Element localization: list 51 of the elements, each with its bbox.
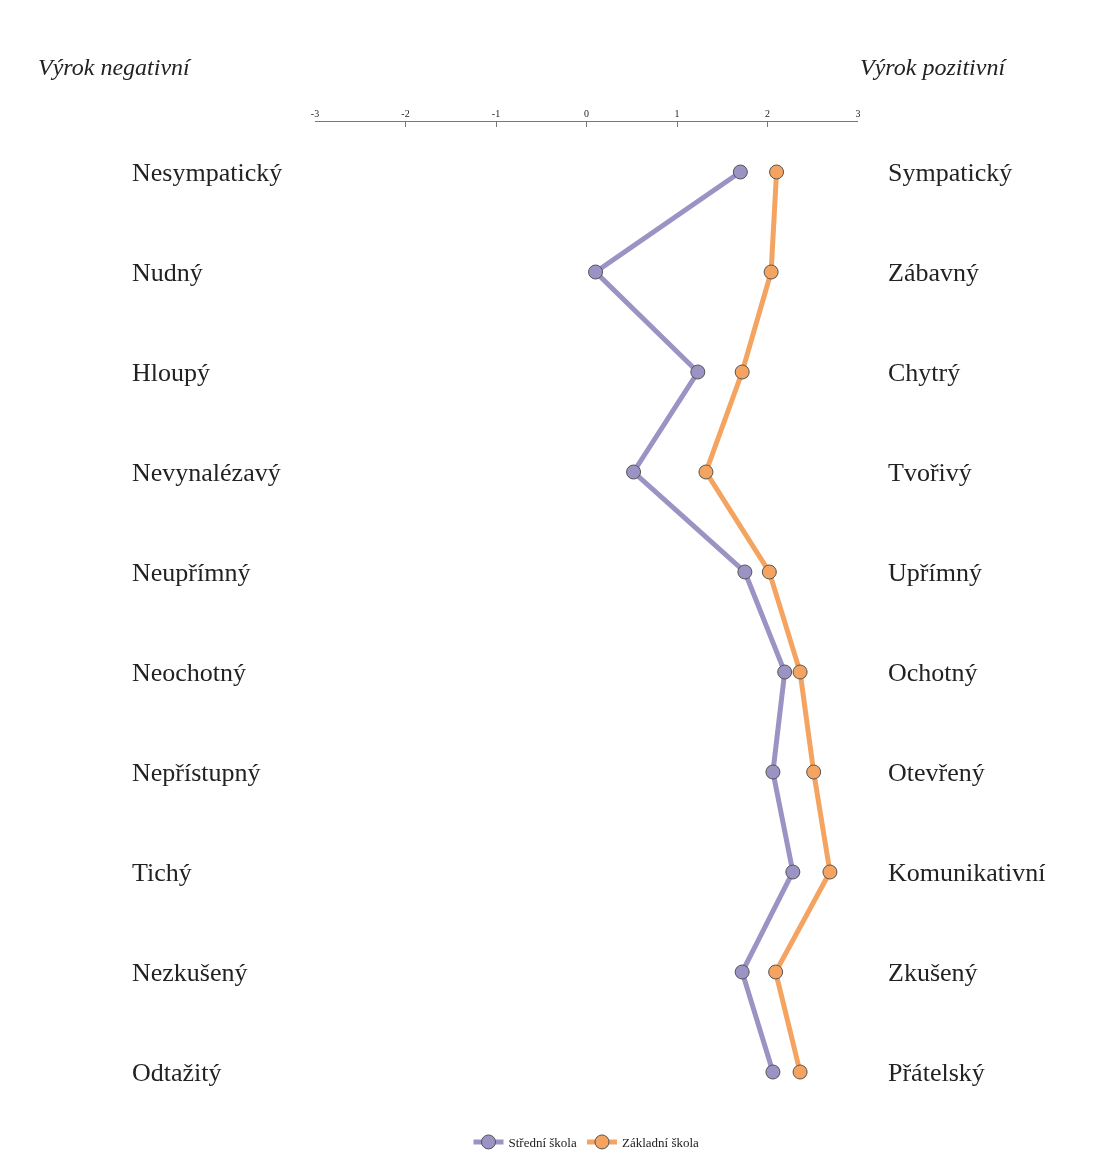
point <box>792 664 808 680</box>
y2-tick-label: Tvořivý <box>888 458 972 487</box>
x-tick-label: -1 <box>491 108 501 119</box>
y-tick-label: Nesympatický <box>132 158 283 187</box>
y2-tick-label: Upřímný <box>888 558 982 587</box>
point <box>734 364 750 380</box>
y2-tick-label: Chytrý <box>888 358 961 387</box>
y-tick-label: Nudný <box>132 258 203 287</box>
x-tick-label: 1 <box>674 108 680 119</box>
point <box>785 864 801 880</box>
point <box>768 964 784 980</box>
x-tick-label: -2 <box>401 108 410 119</box>
y2-tick-label: Zábavný <box>888 258 979 287</box>
point <box>698 464 714 480</box>
point <box>769 164 785 180</box>
x-tick-label: 2 <box>765 108 770 119</box>
legend-label: Základní škola <box>621 1135 700 1151</box>
point <box>761 564 777 580</box>
x-tick-label: 0 <box>584 108 589 119</box>
y-tick-label: Hloupý <box>132 358 210 387</box>
y2-tick-label: Ochotný <box>888 658 978 687</box>
text: Výrok pozitivní <box>860 54 1008 80</box>
y-tick-label: Nezkušený <box>132 958 248 987</box>
point <box>732 164 748 180</box>
y-tick-label: Odtažitý <box>132 1058 222 1087</box>
y2-tick-label: Sympatický <box>888 158 1013 187</box>
y2-tick-label: Zkušený <box>888 958 978 987</box>
y2-tick-label: Otevřený <box>888 758 985 787</box>
point <box>765 1064 781 1080</box>
y-tick-label: Nevynalézavý <box>132 458 281 487</box>
point <box>806 764 822 780</box>
point <box>737 564 753 580</box>
y-tick-label: Nepřístupný <box>132 758 261 787</box>
y-tick-label: Neupřímný <box>132 558 251 587</box>
x-tick-label: 3 <box>855 108 861 119</box>
point <box>626 464 642 480</box>
point <box>734 964 750 980</box>
point <box>765 764 781 780</box>
point <box>792 1064 808 1080</box>
legend-label: Střední škola <box>508 1135 577 1151</box>
y2-tick-label: Komunikativní <box>888 858 1046 887</box>
y-tick-label: Tichý <box>132 858 192 887</box>
point <box>763 264 779 280</box>
text: Výrok negativní <box>38 54 193 80</box>
y2-tick-label: Přátelský <box>888 1058 985 1087</box>
point <box>690 364 706 380</box>
point <box>777 664 793 680</box>
point <box>822 864 838 880</box>
x-tick-label: -3 <box>310 108 320 119</box>
y-tick-label: Neochotný <box>132 658 247 687</box>
point <box>588 264 604 280</box>
